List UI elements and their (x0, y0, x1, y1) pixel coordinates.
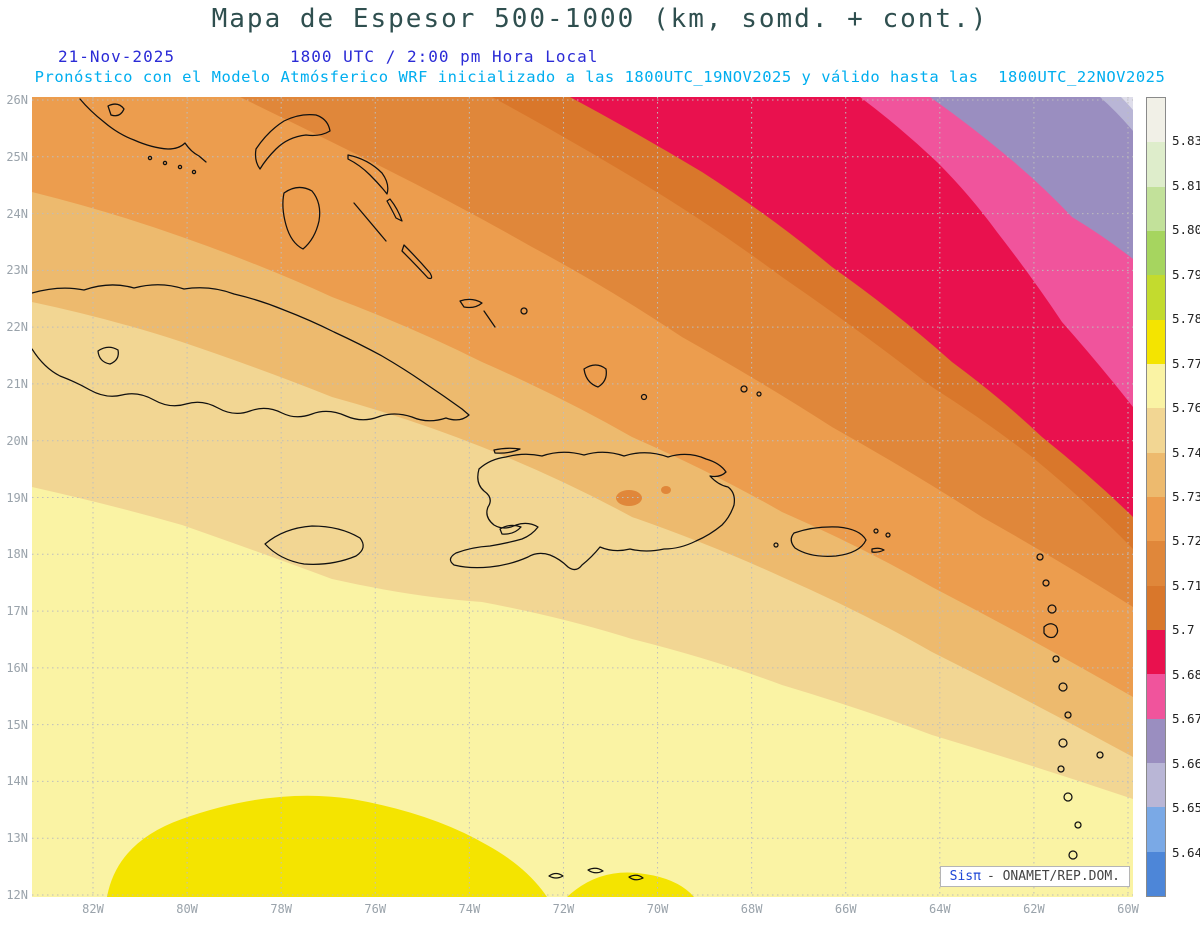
brand-org: - ONAMET/REP.DOM. (986, 869, 1120, 884)
legend-color-segment (1147, 762, 1165, 808)
map-canvas (31, 97, 1133, 897)
contour-map-svg (31, 97, 1133, 897)
legend-color-segment (1147, 718, 1165, 763)
legend-value-label: 5.831 (1172, 133, 1200, 149)
valid-time-label: 1800 UTC / 2:00 pm Hora Local (290, 47, 599, 66)
lat-tick-label: 24N (6, 206, 28, 221)
legend-value-label: 5.807 (1172, 222, 1200, 238)
date-label: 21-Nov-2025 (58, 47, 175, 66)
lat-tick-label: 14N (6, 774, 28, 789)
lat-tick-label: 12N (6, 888, 28, 902)
lon-tick-label: 64W (928, 902, 951, 916)
lat-tick-label: 19N (6, 490, 28, 505)
legend-color-segment (1147, 851, 1165, 896)
brand-app: Sisπ (949, 869, 981, 884)
lat-tick-label: 21N (6, 376, 28, 391)
legend-value-label: 5.712 (1172, 577, 1200, 593)
lon-tick-label: 60W (1117, 902, 1139, 916)
lat-tick-label: 15N (6, 717, 28, 732)
legend-color-segment (1147, 674, 1165, 719)
lon-tick-label: 66W (834, 902, 857, 916)
page-title: Mapa de Espesor 500-1000 (km, somd. + co… (211, 4, 989, 34)
legend-color-segment (1147, 363, 1165, 409)
legend-color-segment (1147, 186, 1165, 231)
legend-color-segment (1147, 452, 1165, 497)
lat-tick-label: 26N (6, 93, 28, 107)
lat-tick-label: 18N (6, 547, 28, 562)
lon-tick-label: 82W (82, 902, 104, 916)
legend-colorbar (1146, 97, 1166, 897)
legend-value-label: 5.676 (1172, 711, 1200, 727)
legend-value-label: 5.652 (1172, 800, 1200, 816)
legend-color-segment (1147, 408, 1165, 453)
contour-bands (32, 97, 1133, 897)
legend-value-label: 5.795 (1172, 266, 1200, 282)
lat-tick-label: 23N (6, 263, 28, 278)
branding-box: Sisπ - ONAMET/REP.DOM. (939, 866, 1130, 887)
lat-tick-label: 16N (6, 660, 28, 675)
lon-tick-label: 78W (270, 902, 293, 916)
lat-tick-label: 17N (6, 604, 28, 619)
lat-tick-label: 13N (6, 831, 28, 846)
lon-tick-label: 76W (364, 902, 387, 916)
lon-tick-label: 80W (176, 902, 198, 916)
lat-tick-label: 20N (6, 433, 28, 448)
legend-value-label: 5.819 (1172, 177, 1200, 193)
lat-tick-label: 25N (6, 149, 28, 164)
legend-color-segment (1147, 541, 1165, 586)
legend-color-segment (1147, 230, 1165, 276)
legend-color-segment (1147, 585, 1165, 630)
legend-color-segment (1147, 807, 1165, 852)
legend-color-segment (1147, 98, 1165, 143)
lat-tick-label: 22N (6, 320, 28, 335)
legend-value-label: 5.748 (1172, 444, 1200, 460)
legend-value-label: 5.7 (1172, 622, 1195, 638)
legend-value-label: 5.736 (1172, 489, 1200, 504)
lon-tick-label: 74W (458, 902, 481, 916)
legend-value-label: 5.664 (1172, 755, 1200, 771)
legend-color-segment (1147, 142, 1165, 187)
lon-tick-label: 70W (646, 902, 669, 916)
legend-value-label: 5.688 (1172, 666, 1200, 682)
legend-color-segment (1147, 319, 1165, 364)
legend-color-segment (1147, 275, 1165, 320)
lon-tick-label: 62W (1023, 902, 1045, 916)
lon-tick-label: 68W (740, 902, 763, 916)
forecast-subtitle: Pronóstico con el Modelo Atmósferico WRF… (34, 68, 1166, 86)
legend-value-label: 5.64 (1172, 844, 1200, 860)
legend-value-label: 5.724 (1172, 533, 1200, 549)
lon-tick-label: 72W (552, 902, 575, 916)
legend-value-label: 5.772 (1172, 355, 1200, 371)
legend-value-label: 5.783 (1172, 311, 1200, 327)
legend-color-segment (1147, 629, 1165, 675)
legend-color-segment (1147, 496, 1165, 542)
legend-value-label: 5.76 (1172, 400, 1200, 416)
grid-lines (32, 97, 1133, 897)
